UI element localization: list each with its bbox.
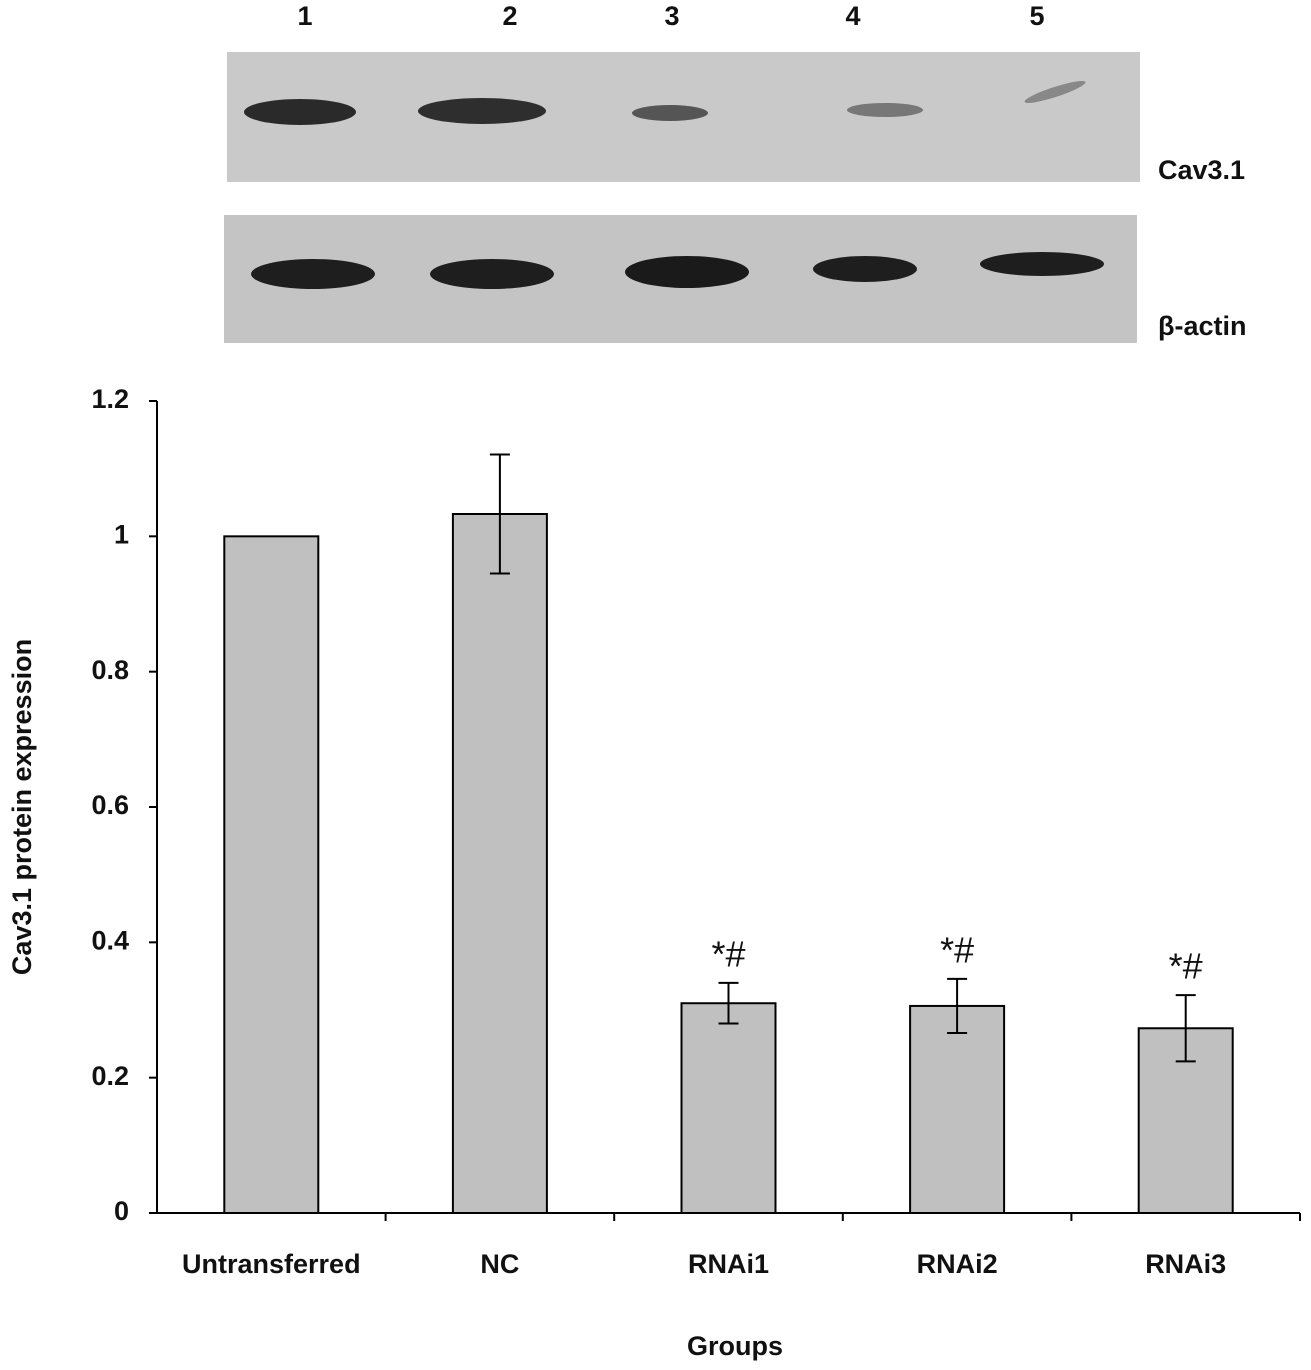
bar	[451, 513, 548, 1214]
annotation: *#	[711, 933, 745, 974]
y-tick-label: 0.6	[91, 790, 129, 820]
bar	[223, 535, 320, 1214]
x-axis-label: Groups	[687, 1331, 783, 1361]
lane-label: 5	[1029, 1, 1044, 31]
x-tick-label: RNAi2	[917, 1249, 998, 1279]
lane-label: 2	[502, 1, 517, 31]
x-tick-label: NC	[480, 1249, 519, 1279]
blot-band	[632, 105, 708, 121]
blot-band	[1024, 81, 1086, 103]
x-tick-label: Untransferred	[182, 1249, 361, 1279]
blot-band	[244, 99, 356, 125]
annotation: *#	[940, 929, 974, 970]
y-tick-label: 0.8	[91, 655, 129, 685]
blot-band	[430, 259, 554, 289]
blot-band	[813, 256, 917, 282]
y-tick-label: 1.2	[91, 384, 129, 414]
band-label: β-actin	[1158, 311, 1247, 341]
lane-label: 3	[664, 1, 679, 31]
annotation: *#	[1169, 946, 1203, 987]
blot-band	[847, 103, 923, 117]
lane-label: 1	[297, 1, 312, 31]
blot-band	[418, 98, 546, 124]
y-tick-label: 0	[114, 1196, 129, 1226]
western-blot: 1 2 3 4 5 Cav3.1 β-actin	[224, 1, 1247, 343]
y-axis-label: Cav3.1 protein expression	[7, 639, 37, 975]
x-tick-label: RNAi1	[688, 1249, 769, 1279]
bar	[680, 1002, 777, 1214]
x-tick-label: RNAi3	[1145, 1249, 1226, 1279]
blot-band	[251, 259, 375, 289]
blot-band	[625, 256, 749, 288]
y-tick-label: 0.2	[91, 1061, 129, 1091]
blot-band	[980, 252, 1104, 276]
band-label: Cav3.1	[1158, 155, 1245, 185]
lane-label: 4	[845, 1, 860, 31]
bar	[909, 1004, 1006, 1214]
y-tick-label: 1	[114, 519, 129, 549]
y-tick-label: 0.4	[91, 925, 129, 955]
